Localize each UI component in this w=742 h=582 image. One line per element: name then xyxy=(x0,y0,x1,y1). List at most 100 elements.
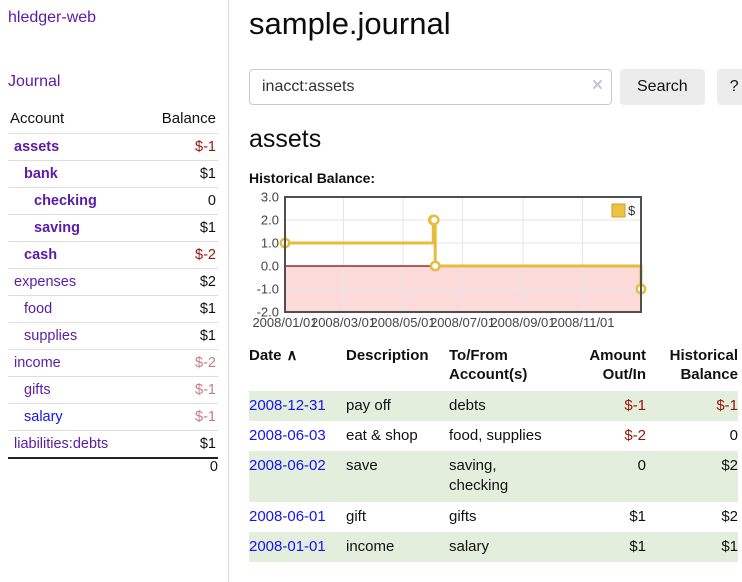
transaction-accounts: salary xyxy=(449,537,490,555)
y-tick-label: 2.0 xyxy=(261,213,279,228)
main-content: sample.journal × Search ? assets Histori… xyxy=(229,0,742,582)
date-cell: 2008-06-01 xyxy=(249,502,346,532)
account-balance: $-1 xyxy=(141,403,218,431)
balance-column-header: Balance xyxy=(161,110,216,127)
x-tick-label: 2008/09/01 xyxy=(490,315,555,330)
transaction-description: income xyxy=(346,537,395,555)
x-tick-label: 2008/01/01 xyxy=(252,315,317,330)
account-balance: $-2 xyxy=(141,349,218,377)
date-cell: 2008-06-03 xyxy=(249,421,346,451)
legend-swatch xyxy=(611,203,626,218)
transaction-balance: $2 xyxy=(721,457,738,474)
account-link-expenses[interactable]: expenses xyxy=(14,274,77,290)
transaction-accounts: gifts xyxy=(449,507,477,525)
plot-border xyxy=(284,196,642,313)
transaction-amount: $1 xyxy=(629,507,646,525)
account-total-row: 0 xyxy=(8,457,218,475)
account-row: checking 0 xyxy=(8,187,218,215)
page-title: sample.journal xyxy=(249,6,451,41)
register-row: 2008-01-01 income salary $1 $1 xyxy=(249,531,738,562)
x-tick-label: 2008/11/01 xyxy=(550,315,614,330)
account-link-supplies[interactable]: supplies xyxy=(24,328,78,344)
account-page-title: assets xyxy=(249,125,322,153)
account-balance: $1 xyxy=(141,295,218,323)
account-link-liabilities-debts[interactable]: liabilities:debts xyxy=(14,436,109,452)
transaction-description: gift xyxy=(346,507,367,525)
sidebar-item-journal[interactable]: Journal xyxy=(8,73,61,90)
register-row: 2008-12-31 pay off debts $-1 $-1 xyxy=(249,390,738,421)
data-point-marker xyxy=(428,214,440,226)
chart-title: Historical Balance: xyxy=(249,170,376,186)
account-total-balance: 0 xyxy=(141,457,218,475)
account-link-saving[interactable]: saving xyxy=(34,220,80,236)
account-row: bank $1 xyxy=(8,160,218,188)
transaction-amount: $1 xyxy=(629,537,646,555)
transaction-description: pay off xyxy=(346,396,391,414)
account-tree-header: Account Balance xyxy=(8,106,218,134)
register-row: 2008-06-01 gift gifts $1 $2 xyxy=(249,502,738,532)
sidebar: hledger-web Journal Account Balance asse… xyxy=(0,0,229,582)
account-balance: $-1 xyxy=(141,376,218,404)
account-link-salary[interactable]: salary xyxy=(24,409,63,425)
search-input[interactable] xyxy=(249,69,612,105)
transaction-date-link[interactable]: 2008-06-02 xyxy=(249,457,326,474)
transaction-date-link[interactable]: 2008-12-31 xyxy=(249,396,326,414)
account-row: salary $-1 xyxy=(8,403,218,431)
transaction-date-link[interactable]: 2008-06-01 xyxy=(249,507,326,525)
y-tick-label: 3.0 xyxy=(261,190,279,205)
y-tick-label: 1.0 xyxy=(261,236,279,251)
historical-balance-chart: $3.0 2.0 1.0 0.0 -1.0 -2.0 2008/01/01 2008/03/0… xyxy=(249,190,649,332)
transaction-balance: 0 xyxy=(729,426,738,444)
account-row: assets $-1 xyxy=(8,133,218,161)
search-button[interactable]: Search xyxy=(620,69,705,105)
transaction-accounts: food, supplies xyxy=(449,426,542,444)
date-cell: 2008-01-01 xyxy=(249,532,346,562)
account-row: cash $-2 xyxy=(8,241,218,269)
accounts-column-header: To/From Account(s) xyxy=(449,347,528,383)
account-balance: $1 xyxy=(141,214,218,242)
register-row: 2008-06-03 eat & shop food, supplies $-2 0 xyxy=(249,421,738,451)
date-cell: 2008-12-31 xyxy=(249,391,346,421)
account-link-cash[interactable]: cash xyxy=(24,247,58,263)
balance-column-header-register: Historical Balance xyxy=(669,347,738,383)
transaction-amount: $-2 xyxy=(624,426,646,444)
account-row: expenses $2 xyxy=(8,268,218,296)
help-button[interactable]: ? xyxy=(716,69,742,105)
register-header-row: Date ∧ Description To/From Account(s) Amo… xyxy=(249,344,738,391)
transaction-balance: $-1 xyxy=(716,396,738,414)
description-column-header: Description xyxy=(346,347,429,364)
account-link-food[interactable]: food xyxy=(24,301,53,317)
account-tree-body: assets $-1 bank $1 checking 0 saving $1 cash $-2 e… xyxy=(8,133,218,458)
y-tick-label: 0.0 xyxy=(261,259,279,274)
account-row: food $1 xyxy=(8,295,218,323)
account-balance: $-2 xyxy=(141,241,218,269)
account-balance: $2 xyxy=(141,268,218,296)
account-column-header: Account xyxy=(10,110,65,127)
clear-search-icon[interactable]: × xyxy=(591,75,603,96)
transaction-balance: $2 xyxy=(721,507,738,525)
transaction-amount: 0 xyxy=(637,457,646,474)
date-column-header[interactable]: Date ∧ xyxy=(249,347,298,364)
legend-label: $ xyxy=(628,203,636,218)
account-link-income[interactable]: income xyxy=(14,355,61,371)
account-balance: $-1 xyxy=(141,133,218,161)
account-link-bank[interactable]: bank xyxy=(24,166,58,182)
transaction-date-link[interactable]: 2008-01-01 xyxy=(249,537,326,555)
transaction-balance: $1 xyxy=(721,537,738,555)
transaction-date-link[interactable]: 2008-06-03 xyxy=(249,426,326,444)
x-tick-label: 2008/05/01 xyxy=(370,315,435,330)
brand-link[interactable]: hledger-web xyxy=(8,9,97,26)
balance-chart-svg: $3.0 2.0 1.0 0.0 -1.0 -2.02008/01/012008/03/0… xyxy=(252,190,647,330)
search-bar: × Search ? xyxy=(249,69,742,105)
account-link-assets[interactable]: assets xyxy=(14,139,60,155)
account-row: saving $1 xyxy=(8,214,218,242)
transaction-description: eat & shop xyxy=(346,426,418,444)
search-box: × xyxy=(249,69,612,105)
account-link-checking[interactable]: checking xyxy=(34,193,97,209)
transaction-accounts: debts xyxy=(449,396,486,414)
account-total-spacer xyxy=(8,457,142,475)
account-link-gifts[interactable]: gifts xyxy=(24,382,51,398)
x-tick-label: 2008/07/01 xyxy=(430,315,495,330)
account-row: liabilities:debts $1 xyxy=(8,430,218,458)
